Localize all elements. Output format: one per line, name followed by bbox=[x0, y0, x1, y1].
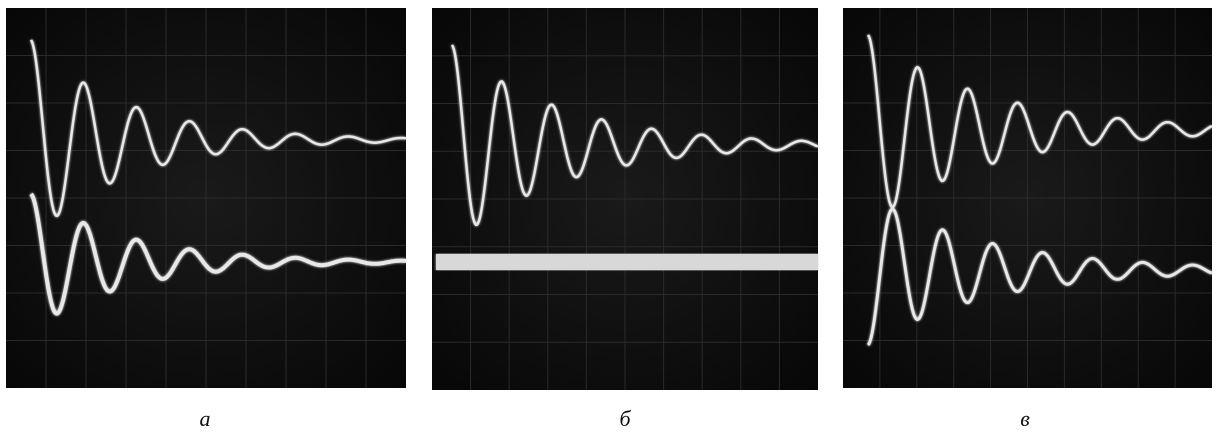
page: а б в (() => { const data = JSON.parse(d… bbox=[0, 0, 1218, 434]
trace-band bbox=[436, 254, 818, 270]
panel-label: а bbox=[200, 406, 211, 431]
panel-label: в bbox=[1020, 406, 1030, 431]
panel-label: б bbox=[619, 406, 631, 431]
figure: а б в bbox=[0, 0, 1218, 434]
